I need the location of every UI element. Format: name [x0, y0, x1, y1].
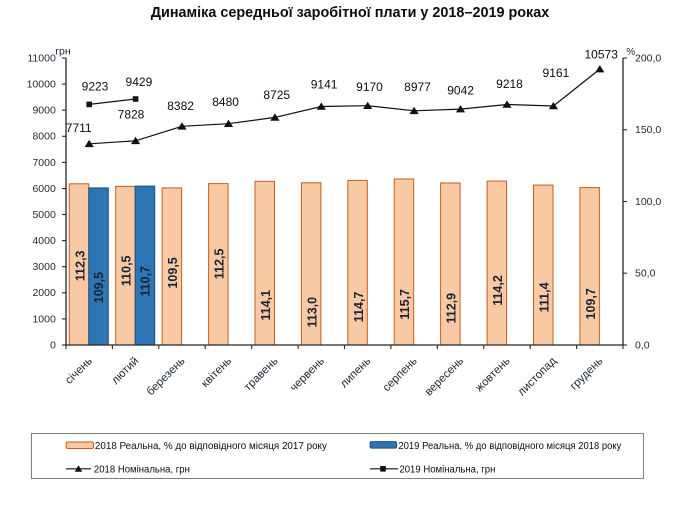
svg-text:114,1: 114,1: [259, 290, 273, 321]
svg-text:7828: 7828: [118, 108, 145, 122]
svg-text:9161: 9161: [543, 66, 570, 80]
svg-text:8977: 8977: [404, 80, 431, 94]
svg-text:110,7: 110,7: [138, 266, 152, 297]
svg-text:0: 0: [50, 339, 56, 351]
svg-text:112,3: 112,3: [73, 250, 87, 281]
svg-text:2018 Реальна, % до відповідног: 2018 Реальна, % до відповідного місяця 2…: [95, 441, 327, 452]
svg-text:9170: 9170: [356, 80, 383, 94]
svg-text:200,0: 200,0: [635, 52, 661, 64]
svg-text:2018 Номінальна, грн: 2018 Номінальна, грн: [94, 464, 190, 475]
svg-text:8480: 8480: [212, 95, 239, 109]
svg-text:114,7: 114,7: [352, 292, 366, 323]
svg-text:10000: 10000: [27, 79, 56, 91]
svg-text:112,5: 112,5: [213, 249, 227, 280]
svg-text:109,7: 109,7: [584, 288, 598, 319]
svg-text:112,9: 112,9: [445, 293, 459, 324]
svg-text:100,0: 100,0: [635, 196, 661, 208]
svg-text:9429: 9429: [126, 75, 153, 89]
svg-text:111,4: 111,4: [538, 282, 552, 312]
svg-text:7711: 7711: [66, 121, 92, 135]
svg-text:9223: 9223: [82, 79, 109, 93]
svg-text:%: %: [626, 47, 635, 58]
svg-text:110,5: 110,5: [120, 255, 134, 286]
svg-text:3000: 3000: [32, 261, 56, 273]
svg-text:6000: 6000: [32, 183, 56, 195]
svg-text:9000: 9000: [32, 105, 56, 117]
svg-text:9042: 9042: [447, 83, 474, 97]
svg-text:109,5: 109,5: [166, 257, 180, 288]
svg-text:9141: 9141: [311, 78, 338, 92]
svg-text:113,0: 113,0: [305, 297, 319, 328]
svg-text:115,7: 115,7: [398, 289, 412, 320]
svg-text:10573: 10573: [585, 48, 619, 62]
svg-text:Динаміка середньої заробітної: Динаміка середньої заробітної плати у 20…: [151, 5, 550, 21]
svg-text:грн: грн: [55, 45, 71, 57]
svg-text:2019 Номінальна, грн: 2019 Номінальна, грн: [399, 464, 495, 475]
svg-text:8725: 8725: [263, 88, 290, 102]
svg-text:7000: 7000: [32, 157, 56, 169]
svg-text:114,2: 114,2: [491, 275, 505, 306]
svg-text:2000: 2000: [32, 287, 56, 299]
svg-text:5000: 5000: [32, 209, 56, 221]
svg-text:0,0: 0,0: [635, 339, 650, 351]
svg-text:50,0: 50,0: [635, 268, 656, 280]
svg-text:8382: 8382: [167, 99, 194, 113]
svg-text:109,5: 109,5: [92, 272, 106, 303]
svg-text:11000: 11000: [27, 52, 56, 64]
svg-text:150,0: 150,0: [635, 124, 661, 136]
svg-text:1000: 1000: [32, 313, 56, 325]
svg-text:2019 Реальна, % до відповідног: 2019 Реальна, % до відповідного місяця 2…: [398, 441, 621, 452]
svg-text:8000: 8000: [32, 131, 56, 143]
svg-text:9218: 9218: [496, 77, 523, 91]
svg-text:4000: 4000: [32, 235, 56, 247]
